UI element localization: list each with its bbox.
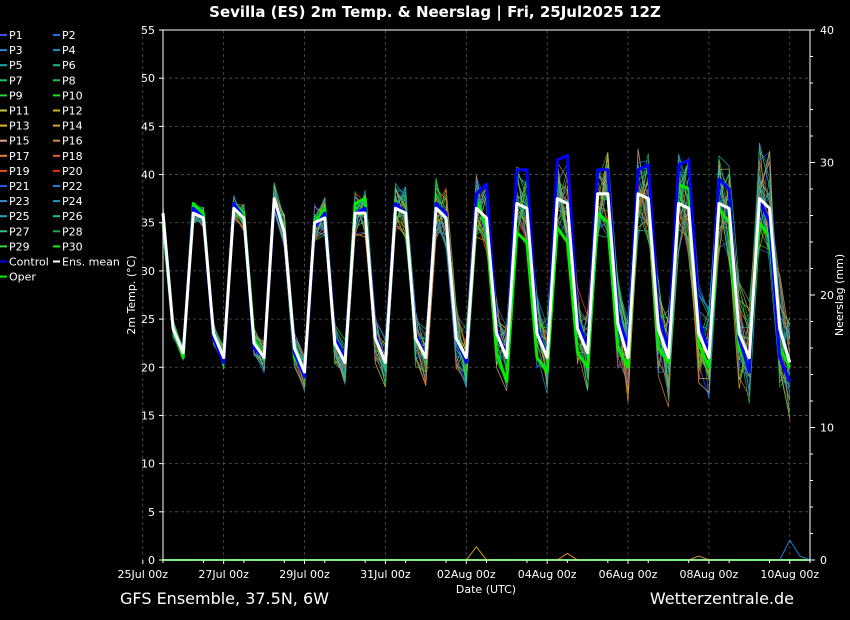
chart-title: Sevilla (ES) 2m Temp. & Neerslag | Fri, … (209, 3, 661, 22)
axes: 0 5 10 15 20 25 30 35 40 45 50 55 0 10 20 30 40 25Jul 00z… (118, 24, 834, 581)
legend-label: P23 (9, 195, 30, 208)
legend-label: P21 (9, 180, 30, 193)
legend-label: P9 (9, 89, 23, 102)
y-tick-label-left: 50 (141, 72, 155, 85)
precip-lines (163, 539, 811, 561)
legend-label: P7 (9, 74, 23, 87)
legend-label: P3 (9, 44, 23, 57)
legend-label: P27 (9, 225, 30, 238)
precip-line (465, 545, 487, 561)
y-tick-label-left: 55 (141, 24, 155, 37)
legend-label: P1 (9, 29, 23, 42)
x-tick-label: 06Aug 00z (599, 568, 658, 581)
y-tick-label-left: 35 (141, 217, 155, 230)
y-tick-label-left: 10 (141, 458, 155, 471)
y-tick-label-left: 30 (141, 265, 155, 278)
legend-label: P8 (62, 74, 76, 87)
main-lines (161, 153, 792, 384)
y-tick-label-right: 10 (820, 422, 834, 435)
legend-label: P16 (62, 135, 83, 148)
legend-label: P25 (9, 210, 30, 223)
x-tick-label: 04Aug 00z (518, 568, 577, 581)
x-tick-label: 25Jul 00z (118, 568, 169, 581)
legend-label: P10 (62, 89, 83, 102)
y-axis-label-left: 2m Temp. (°C) (125, 255, 138, 334)
legend-label: P12 (62, 105, 83, 118)
legend-label: P14 (62, 120, 83, 133)
y-tick-label-left: 25 (141, 313, 155, 326)
x-tick-label: 31Jul 00z (360, 568, 411, 581)
legend-label: P30 (62, 240, 83, 253)
x-axis-label: Date (UTC) (456, 583, 516, 596)
legend-label: Oper (9, 271, 36, 284)
legend-label: P2 (62, 29, 76, 42)
precip-line (688, 555, 710, 561)
y-tick-label-left: 45 (141, 120, 155, 133)
x-tick-label: 27Jul 00z (198, 568, 249, 581)
legend-label: P11 (9, 105, 30, 118)
y-tick-label-right: 0 (820, 554, 827, 567)
legend-label: P20 (62, 165, 83, 178)
x-tick-label: 08Aug 00z (680, 568, 739, 581)
precip-line (779, 539, 811, 561)
y-axis-label-right: Neerslag (mm) (833, 254, 846, 336)
x-tick-label: 02Aug 00z (437, 568, 496, 581)
precip-line (557, 552, 578, 561)
legend: P1 P2 P3 P4 P5 P6 P7 P8 P9 P10 P11 P12 P13 P14 P15 P16 P… (0, 29, 120, 284)
y-tick-label-right: 20 (820, 289, 834, 302)
y-tick-label-right: 30 (820, 157, 834, 170)
legend-label: P26 (62, 210, 83, 223)
series-line (161, 192, 792, 374)
legend-label: P6 (62, 59, 76, 72)
legend-label: P13 (9, 120, 30, 133)
legend-label: P17 (9, 150, 30, 163)
legend-label: P29 (9, 240, 30, 253)
y-tick-label-left: 20 (141, 361, 155, 374)
y-tick-label-left: 5 (148, 506, 155, 519)
y-tick-label-left: 15 (141, 409, 155, 422)
legend-label: P4 (62, 44, 76, 57)
legend-label: P18 (62, 150, 83, 163)
legend-label: P22 (62, 180, 83, 193)
legend-label: Control (9, 256, 49, 269)
legend-label: P5 (9, 59, 23, 72)
x-tick-label: 10Aug 00z (760, 568, 819, 581)
x-tick-label: 29Jul 00z (279, 568, 330, 581)
y-tick-label-right: 40 (820, 24, 834, 37)
footer-site: Wetterzentrale.de (650, 589, 794, 608)
y-tick-label-left: 40 (141, 169, 155, 182)
legend-label: P15 (9, 135, 30, 148)
y-tick-label-left: 0 (148, 554, 155, 567)
footer-model: GFS Ensemble, 37.5N, 6W (120, 589, 329, 608)
legend-label: Ens. mean (62, 256, 120, 269)
grid (142, 29, 810, 560)
legend-label: P24 (62, 195, 83, 208)
legend-label: P28 (62, 225, 83, 238)
legend-label: P19 (9, 165, 30, 178)
